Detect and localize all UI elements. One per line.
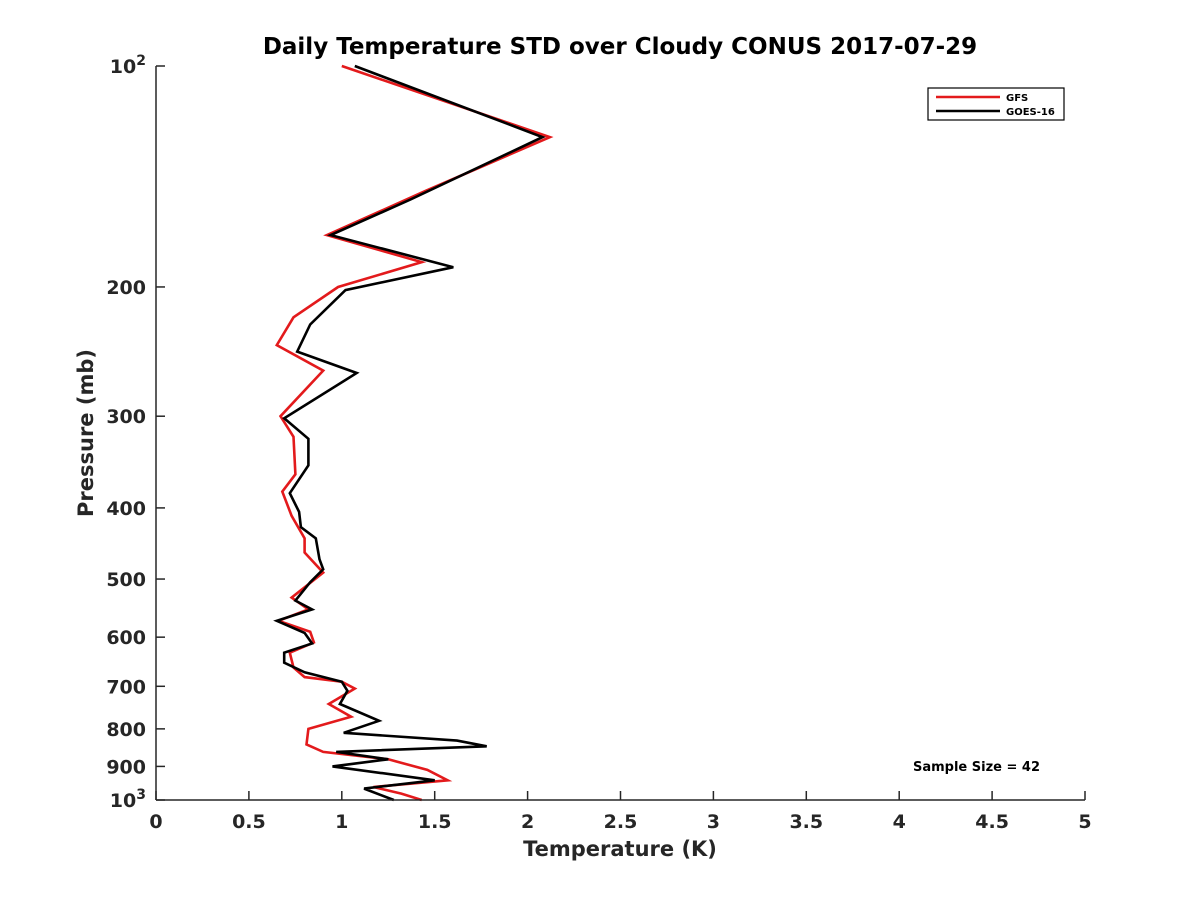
y-tick-label: 700: [106, 676, 146, 698]
series-line-goes-16: [273, 64, 546, 802]
y-tick-label: 600: [106, 627, 146, 649]
y-tick-label: 800: [106, 719, 146, 741]
x-tick-label: 2.5: [604, 811, 638, 833]
x-tick-label: 0.5: [232, 811, 266, 833]
legend: GFS GOES-16: [927, 87, 1065, 121]
x-tick-label: 3: [707, 811, 720, 833]
y-tick-label: 102: [110, 53, 146, 78]
legend-label: GOES-16: [1006, 107, 1055, 118]
x-tick-label: 1.5: [418, 811, 452, 833]
chart-title: Daily Temperature STD over Cloudy CONUS …: [263, 34, 977, 60]
x-tick-label: 2: [521, 811, 534, 833]
x-tick-label: 4.5: [975, 811, 1009, 833]
y-tick-label: 900: [106, 756, 146, 778]
y-tick-label: 103: [110, 787, 146, 812]
x-tick-label: 3.5: [789, 811, 823, 833]
x-tick-label: 5: [1078, 811, 1091, 833]
y-tick-label: 400: [106, 498, 146, 520]
x-tick-label: 1: [335, 811, 348, 833]
x-tick-label: 0: [149, 811, 162, 833]
x-axis-label: Temperature (K): [523, 837, 717, 861]
axes: 0 0.5 1 1.5 2 2.5 3 3.5 4 4.5 5 102 200 300 400 500 600 7…: [106, 53, 1091, 833]
y-tick-label: 500: [106, 569, 146, 591]
plot-area: [273, 64, 554, 802]
y-tick-label: 300: [106, 406, 146, 428]
x-tick-label: 4: [893, 811, 906, 833]
sample-size-annotation: Sample Size = 42: [913, 760, 1040, 775]
y-tick-label: 200: [106, 277, 146, 299]
legend-box: [927, 87, 1065, 121]
legend-label: GFS: [1006, 93, 1028, 104]
y-axis-label: Pressure (mb): [74, 349, 98, 517]
